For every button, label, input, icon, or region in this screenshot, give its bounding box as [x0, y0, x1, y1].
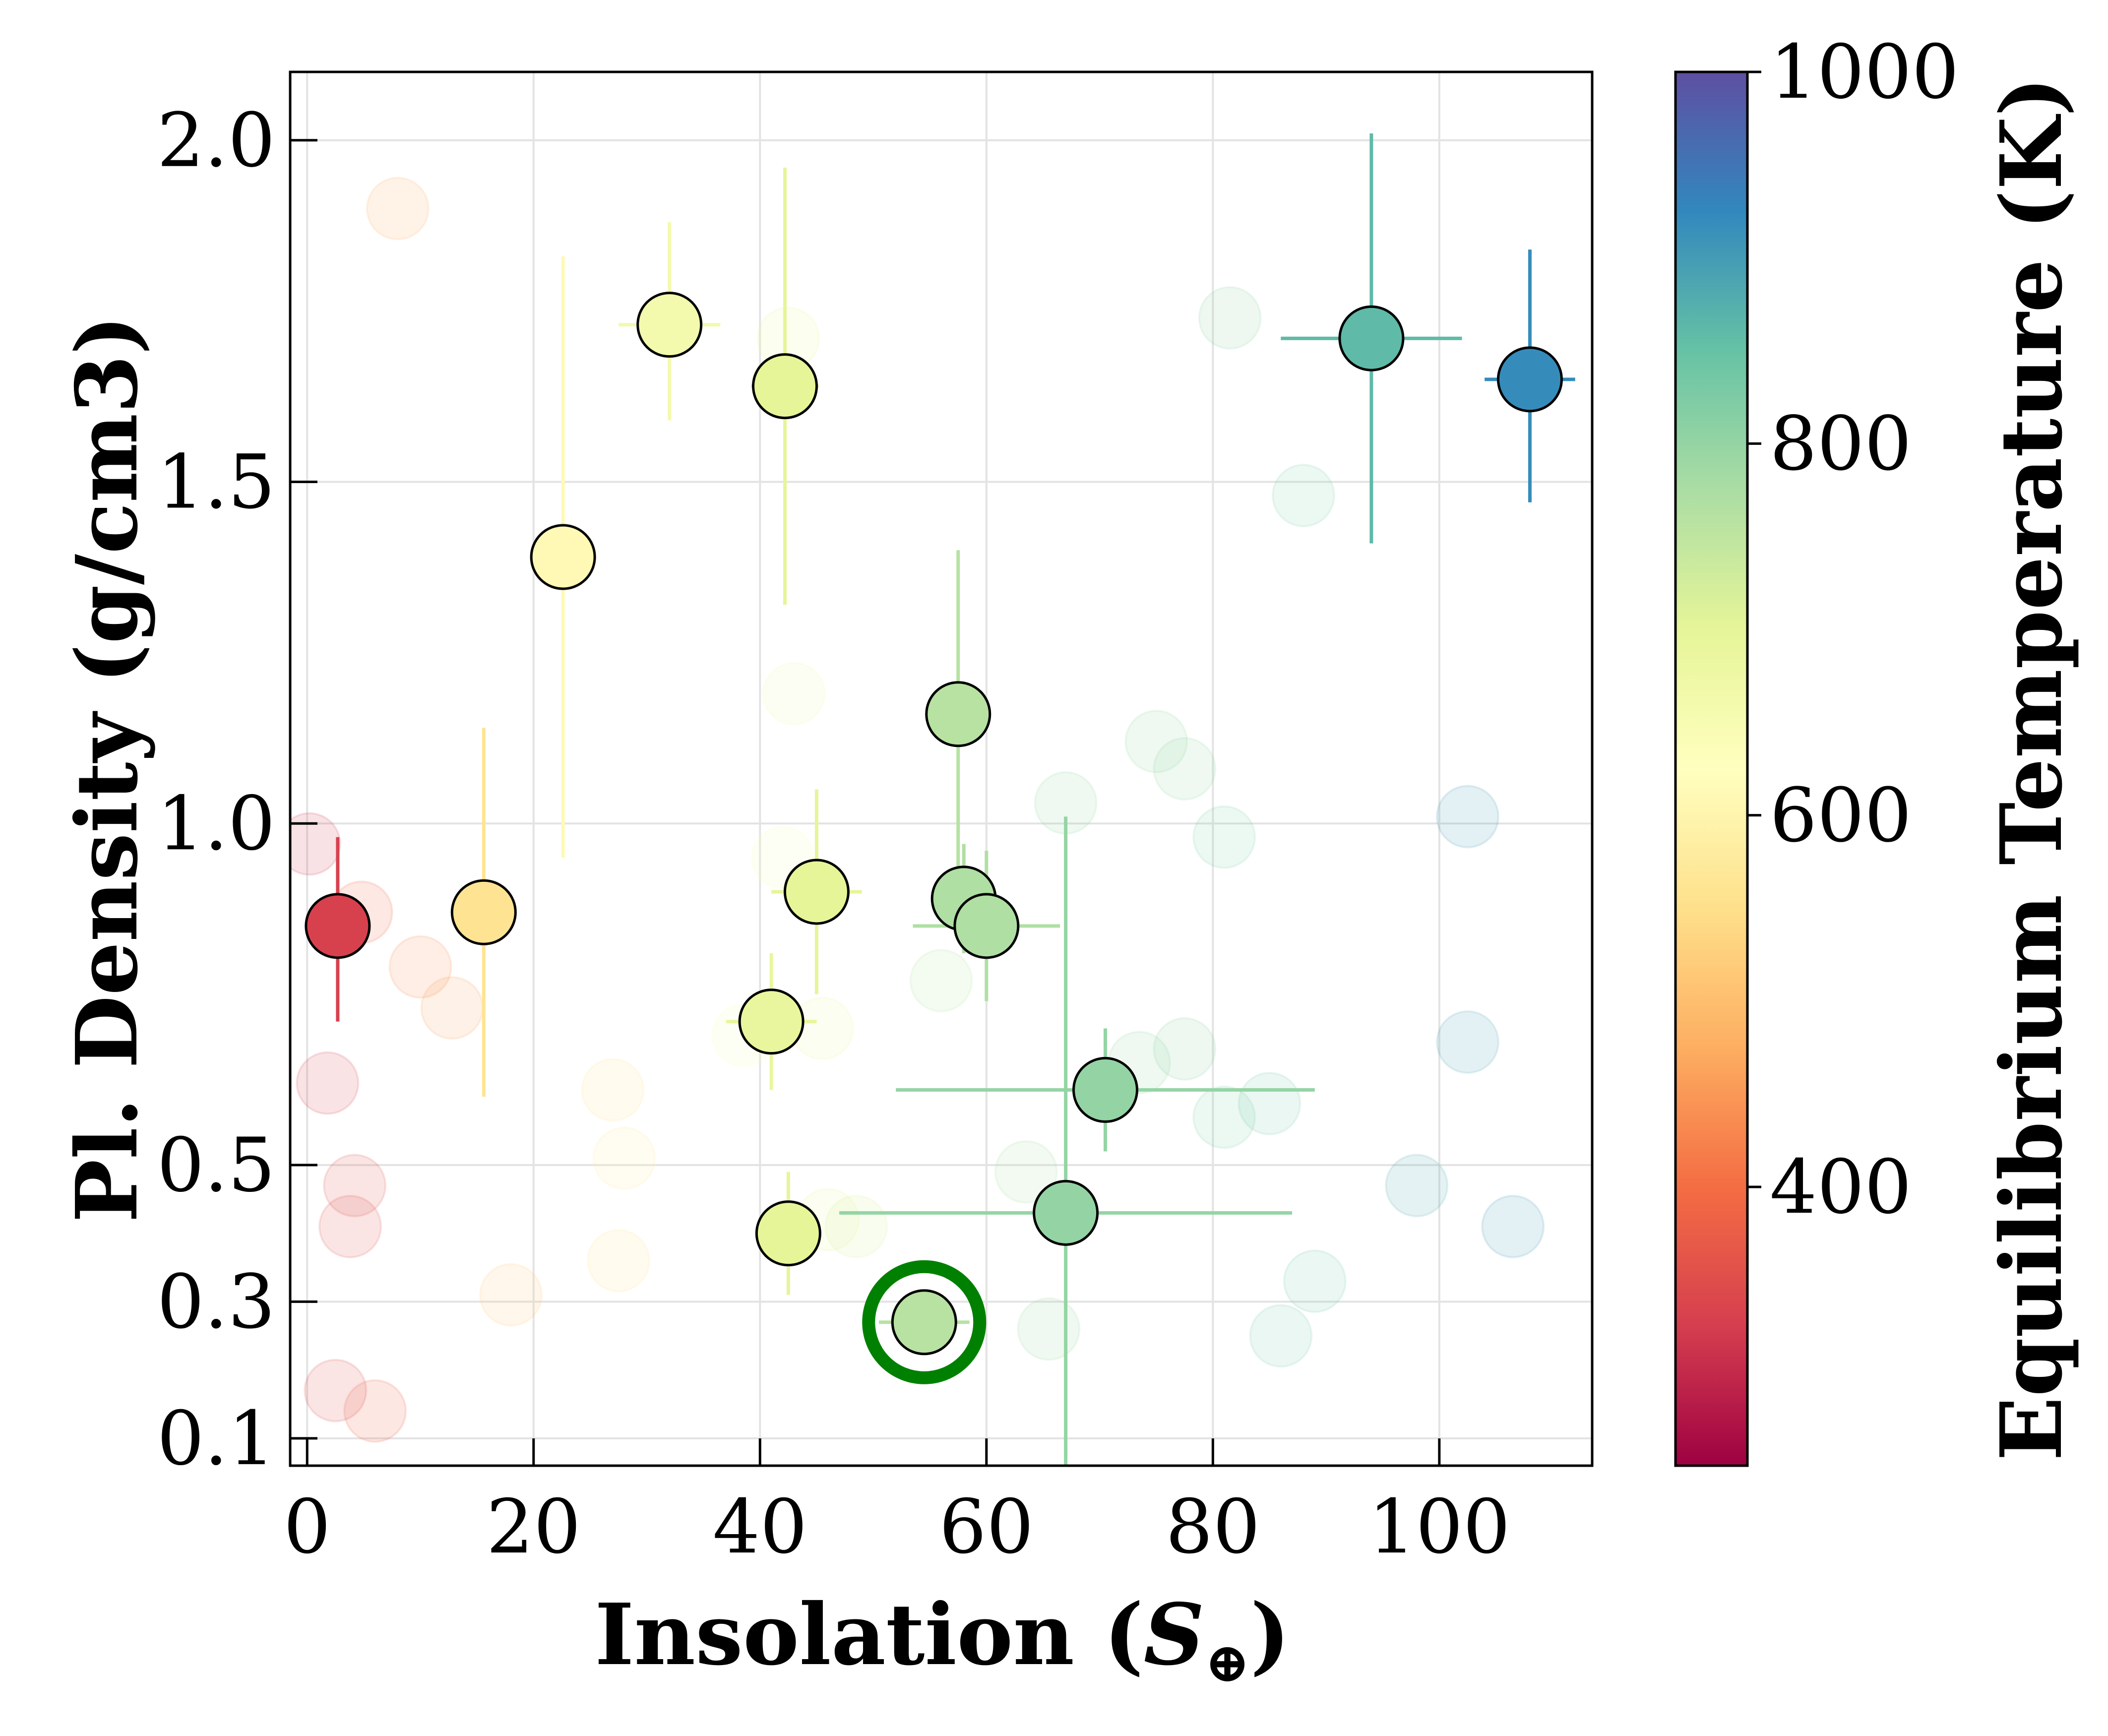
background-point: [824, 1194, 888, 1258]
x-axis-title-symbol: S: [1144, 1585, 1205, 1684]
y-axis: 0.1 0.3 0.5 1.0 1.5 2.0: [157, 98, 317, 1482]
background-point: [592, 1126, 656, 1190]
data-point: [1033, 1179, 1099, 1246]
data-point: [925, 681, 992, 747]
background-point: [343, 1379, 407, 1443]
background-point: [366, 177, 430, 241]
data-points: [305, 292, 1563, 1384]
background-point: [1192, 1085, 1256, 1149]
colorbar-tick-label: 800: [1770, 401, 1912, 487]
data-point: [953, 893, 1020, 959]
background-point: [1249, 1304, 1313, 1368]
data-point: [891, 1289, 957, 1356]
background-point: [479, 1263, 543, 1327]
background-point: [762, 662, 826, 726]
background-point: [586, 1229, 650, 1293]
data-point: [1496, 346, 1563, 413]
data-point: [1072, 1056, 1138, 1123]
background-point: [1238, 1071, 1302, 1135]
colorbar-title: Equilibrium Temperature (K): [1982, 77, 2081, 1461]
background-point: [290, 812, 341, 876]
data-point: [755, 1200, 821, 1267]
background-point: [420, 976, 484, 1040]
background-points: [290, 177, 1545, 1443]
data-point: [783, 859, 850, 925]
colorbar-axis: 400 600 800 1000: [1747, 29, 1959, 1231]
background-point: [1481, 1194, 1545, 1258]
x-tick-label: 80: [1166, 1484, 1260, 1570]
x-tick-label: 20: [486, 1484, 581, 1570]
data-point: [1338, 305, 1405, 372]
y-tick-label: 0.3: [157, 1259, 275, 1345]
x-tick-label: 40: [713, 1484, 807, 1570]
background-point: [581, 1058, 645, 1122]
background-point: [994, 1140, 1058, 1204]
background-point: [1283, 1249, 1347, 1313]
data-point: [738, 989, 805, 1055]
background-point: [1435, 785, 1499, 849]
background-point: [323, 1154, 387, 1218]
y-tick-label: 1.5: [157, 439, 275, 525]
background-point: [1435, 1010, 1499, 1074]
x-tick-label: 0: [284, 1484, 331, 1570]
background-point: [1192, 805, 1256, 869]
plot-frame: [289, 70, 1594, 1467]
colorbar-tick-label: 400: [1770, 1144, 1912, 1231]
x-tick-label: 100: [1368, 1484, 1510, 1570]
background-point: [1124, 709, 1188, 773]
background-point: [1271, 464, 1335, 528]
x-axis-title-subscript: ⊕: [1204, 1630, 1250, 1694]
background-point: [1017, 1297, 1081, 1361]
y-tick-label: 1.0: [157, 781, 275, 867]
background-point: [304, 1359, 368, 1423]
data-point: [450, 879, 517, 945]
x-axis-title: Insolation (S⊕): [595, 1585, 1290, 1694]
data-point: [530, 524, 596, 590]
data-point: [636, 292, 703, 358]
y-tick-label: 0.5: [157, 1122, 275, 1209]
data-point: [305, 893, 371, 959]
y-tick-label: 0.1: [157, 1396, 275, 1482]
colorbar: [1674, 70, 1749, 1467]
background-point: [1385, 1154, 1449, 1218]
colorbar-tick-label: 1000: [1770, 29, 1959, 116]
highlight-ring: [862, 1260, 987, 1384]
colorbar-tick-label: 600: [1770, 773, 1912, 859]
x-axis-title-close-paren: ): [1250, 1585, 1290, 1684]
background-point: [909, 949, 973, 1013]
x-axis: 0 20 40 60 80 100: [284, 1438, 1510, 1570]
background-point: [388, 935, 452, 999]
y-axis-title: Pl. Density (g/cm3): [58, 315, 157, 1223]
background-point: [318, 1194, 382, 1258]
x-tick-label: 60: [939, 1484, 1034, 1570]
x-axis-title-open-paren: (: [1074, 1585, 1144, 1684]
background-point: [296, 1051, 360, 1115]
background-point: [1153, 737, 1217, 801]
background-point: [1153, 1017, 1217, 1081]
grid: [290, 72, 1592, 1466]
x-axis-title-text: Insolation: [595, 1585, 1074, 1684]
background-point: [1198, 286, 1262, 350]
y-tick-label: 2.0: [157, 98, 275, 184]
data-point: [752, 353, 818, 420]
